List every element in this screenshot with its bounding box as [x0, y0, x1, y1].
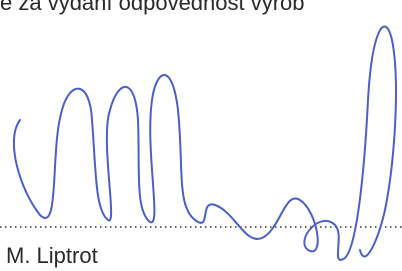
signature: [14, 27, 396, 260]
header-text: e za vydání odpovědnost výrob: [0, 0, 305, 15]
signatory-name: M. Liptrot: [6, 243, 98, 268]
page: e za vydání odpovědnost výrob M. Liptrot…: [0, 0, 402, 271]
signature-block: e za vydání odpovědnost výrob M. Liptrot: [0, 0, 402, 271]
